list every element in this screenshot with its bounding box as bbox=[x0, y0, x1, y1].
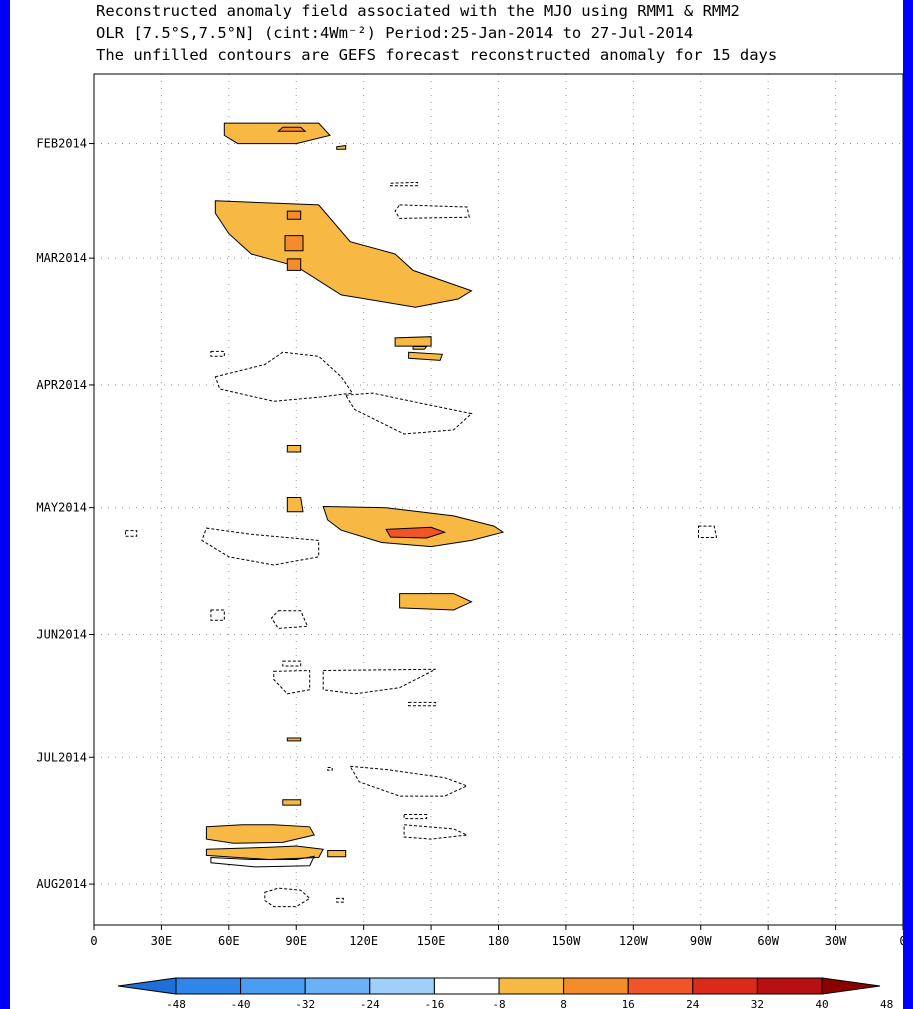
anomaly-region-31 bbox=[349, 765, 469, 797]
anomaly-region-20 bbox=[125, 530, 138, 537]
colorbar-arrow-left bbox=[117, 977, 177, 995]
colorbar-label-8: 24 bbox=[686, 998, 700, 1009]
x-tick-label-4: 120E bbox=[349, 934, 378, 948]
x-tick-label-0: 0 bbox=[90, 934, 97, 948]
forecast-contours bbox=[210, 855, 344, 908]
forecast-contour-1 bbox=[336, 897, 344, 903]
anomaly-region-24 bbox=[270, 610, 309, 629]
colorbar-label-9: 32 bbox=[751, 998, 764, 1009]
colorbar: -48 -40 -32 -24 -16 -8 8 16 24 32 40 48 bbox=[117, 977, 893, 1009]
anomaly-regions bbox=[125, 122, 718, 861]
anomaly-region-0 bbox=[223, 122, 331, 145]
forecast-contour-2 bbox=[210, 855, 316, 868]
anomaly-region-15 bbox=[286, 445, 302, 453]
x-tick-label-5: 150E bbox=[417, 934, 446, 948]
anomaly-region-34 bbox=[403, 824, 469, 840]
anomaly-region-11 bbox=[412, 346, 428, 350]
colorbar-segment-7 bbox=[563, 977, 629, 995]
title-line-2: OLR [7.5°S,7.5°N] (cint:4Wm⁻²) Period:25… bbox=[96, 24, 693, 42]
colorbar-arrow-right bbox=[821, 977, 881, 995]
x-tick-label-6: 180 bbox=[488, 934, 510, 948]
anomaly-region-4 bbox=[394, 204, 470, 219]
colorbar-segment-2 bbox=[240, 977, 306, 995]
anomaly-region-23 bbox=[210, 609, 225, 621]
colorbar-label-5: -8 bbox=[492, 998, 505, 1009]
y-tick-label-4: JUN2014 bbox=[36, 628, 87, 642]
x-tick-label-8: 120W bbox=[619, 934, 649, 948]
y-tick-label-0: FEB2014 bbox=[36, 137, 87, 151]
anomaly-region-22 bbox=[399, 593, 473, 611]
anomaly-region-25 bbox=[282, 660, 302, 667]
colorbar-segment-9 bbox=[692, 977, 758, 995]
colorbar-label-2: -32 bbox=[295, 998, 315, 1009]
colorbar-label-0: -48 bbox=[166, 998, 186, 1009]
title-line-1: Reconstructed anomaly field associated w… bbox=[96, 2, 740, 20]
anomaly-region-5 bbox=[214, 200, 473, 308]
colorbar-segment-10 bbox=[756, 977, 823, 995]
colorbar-label-7: 16 bbox=[622, 998, 635, 1009]
chart-title: Reconstructed anomaly field associated w… bbox=[96, 2, 777, 64]
anomaly-region-12 bbox=[210, 350, 225, 357]
anomaly-region-35 bbox=[205, 824, 315, 844]
anomaly-region-2 bbox=[336, 145, 347, 150]
x-tick-label-9: 90W bbox=[690, 934, 712, 948]
x-tick-label-12: 0 bbox=[899, 934, 903, 948]
anomaly-region-13 bbox=[214, 351, 354, 402]
colorbar-label-10: 40 bbox=[815, 998, 828, 1009]
anomaly-region-26 bbox=[273, 669, 311, 695]
anomaly-region-37 bbox=[327, 850, 347, 858]
forecast-contour-0 bbox=[264, 887, 311, 908]
colorbar-label-6: 8 bbox=[560, 998, 567, 1009]
colorbar-label-11: 48 bbox=[880, 998, 893, 1009]
chart-frame: Reconstructed anomaly field associated w… bbox=[10, 0, 903, 1009]
y-tick-label-1: MAR2014 bbox=[36, 251, 87, 265]
anomaly-region-14 bbox=[344, 392, 473, 435]
x-tick-label-10: 60W bbox=[757, 934, 779, 948]
anomaly-region-19 bbox=[201, 527, 320, 566]
anomaly-region-27 bbox=[322, 668, 436, 695]
anomaly-region-30 bbox=[327, 767, 333, 771]
x-tick-label-2: 60E bbox=[218, 934, 240, 948]
colorbar-segment-1 bbox=[175, 977, 242, 995]
anomaly-region-1 bbox=[277, 126, 307, 132]
colorbar-label-4: -16 bbox=[424, 998, 444, 1009]
anomaly-region-36 bbox=[205, 845, 324, 861]
x-axis: 0 30E 60E 90E 120E 150E 180 150W 120W 90W 60W 30W 0 bbox=[90, 925, 903, 948]
colorbar-segment-6 bbox=[498, 977, 565, 995]
y-tick-label-3: MAY2014 bbox=[36, 501, 87, 515]
anomaly-region-18 bbox=[385, 526, 447, 539]
colorbar-segment-4 bbox=[369, 977, 435, 995]
anomaly-region-10 bbox=[408, 351, 443, 361]
anomaly-region-16 bbox=[286, 497, 304, 513]
x-tick-label-11: 30W bbox=[825, 934, 847, 948]
anomaly-region-3 bbox=[390, 181, 419, 187]
colorbar-segment-5 bbox=[433, 977, 500, 995]
y-axis: FEB2014 MAR2014 APR2014 MAY2014 JUN2014 JUL20… bbox=[36, 137, 94, 891]
colorbar-segment-3 bbox=[304, 977, 371, 995]
anomaly-region-21 bbox=[698, 525, 718, 538]
colorbar-label-3: -24 bbox=[360, 998, 380, 1009]
x-tick-label-7: 150W bbox=[551, 934, 581, 948]
y-tick-label-2: APR2014 bbox=[36, 378, 87, 392]
anomaly-region-9 bbox=[394, 336, 432, 347]
y-tick-label-6: AUG2014 bbox=[36, 877, 87, 891]
x-tick-label-3: 90E bbox=[285, 934, 307, 948]
x-tick-label-1: 30E bbox=[151, 934, 173, 948]
anomaly-region-29 bbox=[286, 737, 302, 742]
y-tick-label-5: JUL2014 bbox=[36, 750, 87, 764]
anomaly-region-32 bbox=[282, 799, 302, 806]
anomaly-region-8 bbox=[286, 258, 302, 271]
anomaly-region-7 bbox=[284, 235, 304, 252]
colorbar-segment-8 bbox=[627, 977, 694, 995]
hovmoller-chart: Reconstructed anomaly field associated w… bbox=[36, 2, 903, 1009]
anomaly-region-33 bbox=[403, 814, 428, 820]
anomaly-region-6 bbox=[286, 210, 302, 220]
title-line-3: The unfilled contours are GEFS forecast … bbox=[96, 46, 777, 64]
colorbar-label-1: -40 bbox=[231, 998, 251, 1009]
anomaly-region-17 bbox=[322, 505, 505, 548]
anomaly-region-28 bbox=[408, 701, 437, 707]
